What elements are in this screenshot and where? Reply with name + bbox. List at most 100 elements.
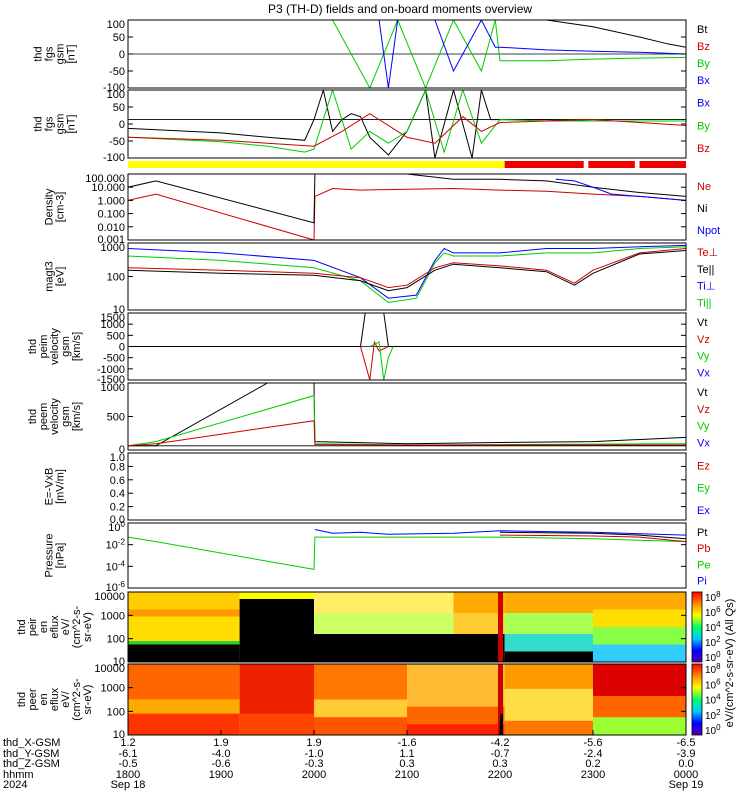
y-tick-label: 1000: [101, 610, 125, 622]
y-axis-label: [km/s]: [71, 402, 83, 431]
legend-entry: Vz: [697, 404, 710, 416]
y-axis-label: velocity: [49, 328, 61, 365]
y-tick-label: 50: [113, 32, 125, 44]
legend-entry: Pt: [697, 527, 707, 539]
y-tick-label: 100: [107, 706, 125, 718]
y-axis-label: gsm: [55, 44, 67, 65]
spectrogram-peir-eflux: [128, 592, 686, 662]
footer-row-label: thd_Y-GSM: [3, 748, 59, 760]
legend-entry: Bx: [697, 98, 710, 110]
y-axis-label: thd: [16, 692, 28, 707]
figure-title: P3 (TH-D) fields and on-board moments ov…: [268, 2, 532, 16]
y-tick-label: 10: [113, 656, 125, 668]
y-tick-label: 1000: [101, 242, 125, 254]
mode-bar-red: [639, 161, 686, 168]
y-tick-label: 1000: [101, 319, 125, 331]
footer-tick-value: -4.2: [491, 737, 510, 749]
legend-entry: Vx: [697, 367, 710, 379]
y-tick-label: 0.100: [97, 209, 125, 221]
footer-tick-value: 1900: [209, 769, 233, 781]
footer-tick-value: 0.3: [492, 758, 507, 770]
footer-tick-value: 0.2: [585, 758, 600, 770]
legend-entry: Ti⊥: [697, 281, 715, 293]
y-tick-label: 0: [119, 444, 125, 456]
y-axis-label: [eV]: [55, 267, 67, 287]
footer-tick-value: 1800: [116, 769, 140, 781]
colorbar: [691, 663, 703, 736]
colorbar-tick: 106: [705, 605, 721, 619]
series-peem-velocity-Vz: [128, 420, 686, 447]
legend-entry: Te||: [697, 264, 714, 276]
mode-bar-red: [504, 161, 584, 168]
y-tick-label: -500: [103, 353, 125, 365]
footer-tick-value: 1.1: [399, 748, 414, 760]
legend-entry: By: [697, 120, 710, 132]
colorbar-tick: 104: [705, 620, 721, 634]
legend-entry: Vy: [697, 351, 710, 363]
y-tick-label: 100: [107, 272, 125, 284]
legend-entry: Vz: [697, 334, 710, 346]
colorbar-tick: 106: [705, 677, 721, 691]
footer-tick-value: 0.0: [678, 758, 693, 770]
legend-entry: Pb: [697, 543, 710, 555]
y-tick-label: 10.000: [91, 182, 125, 194]
colorbar-tick: 104: [705, 693, 721, 707]
series-peim-velocity-Vt: [128, 313, 686, 347]
legend-entry: Vx: [697, 437, 710, 449]
y-axis-label: thd: [33, 46, 45, 61]
legend-entry: Ex: [697, 505, 710, 517]
legend-entry: Ni: [697, 203, 707, 215]
y-tick-label: 0.0: [110, 514, 125, 526]
y-axis-label: gsm: [60, 406, 72, 427]
legend-entry: Pi: [697, 576, 707, 588]
series-peem-velocity-Vt: [128, 383, 686, 447]
series-density-Npot: [555, 178, 686, 201]
series-density-Ni: [128, 174, 686, 224]
footer-tick-value: 1.9: [306, 737, 321, 749]
legend-entry: Ti||: [697, 297, 711, 309]
y-axis-label: eV/: [60, 618, 72, 635]
y-tick-label: 0: [119, 49, 125, 61]
spectrogram-peer-eflux: [128, 664, 686, 735]
panel-frame: [127, 382, 687, 451]
colorbar-tick: 100: [705, 650, 721, 664]
footer-date: Sep 19: [669, 779, 704, 791]
y-tick-label: 0.4: [110, 488, 125, 500]
y-tick-label: 0.8: [110, 461, 125, 473]
panel-frame: [127, 89, 687, 159]
y-tick-label: -1500: [97, 374, 125, 386]
y-tick-label: 1000: [101, 683, 125, 695]
legend-entry: Bz: [697, 143, 710, 155]
y-axis-label: magt3: [44, 261, 56, 292]
y-tick-label: 0.010: [97, 222, 125, 234]
colorbar-tick: 102: [705, 708, 721, 722]
series-density-Ne: [128, 187, 686, 240]
footer-row-label: 2024: [3, 779, 27, 791]
legend-entry: Pe: [697, 559, 710, 571]
footer-tick-value: -6.1: [119, 748, 138, 760]
legend-entry: Vy: [697, 421, 710, 433]
y-tick-label: 10: [113, 729, 125, 741]
y-tick-label: 10000: [94, 591, 125, 603]
y-tick-label: 100: [107, 89, 125, 101]
footer-row-label: thd_Z-GSM: [3, 758, 60, 770]
y-axis-label: E=-VxB: [44, 468, 56, 506]
y-tick-label: 10-2: [106, 538, 126, 552]
y-axis-label: Density: [44, 188, 56, 225]
colorbar-label: eV/(cm^2-s-sr-eV) (All Qs): [724, 599, 736, 728]
series-fgs-gsm-Bx: [332, 20, 686, 88]
series-fgs-gse-By: [128, 90, 686, 154]
footer-tick-value: 2200: [488, 769, 512, 781]
y-axis-label: peer: [27, 688, 39, 710]
footer-tick-value: 2000: [302, 769, 326, 781]
panel-frame: [127, 591, 687, 663]
y-tick-label: 100: [107, 634, 125, 646]
y-tick-label: 10-6: [106, 580, 126, 594]
y-axis-label: Pressure: [44, 533, 56, 577]
y-axis-label: peem: [38, 403, 50, 431]
legend-entry: Bx: [697, 75, 710, 87]
y-tick-label: 0: [119, 119, 125, 131]
y-tick-label: 500: [107, 412, 125, 424]
y-axis-label: [nPa]: [55, 543, 67, 569]
